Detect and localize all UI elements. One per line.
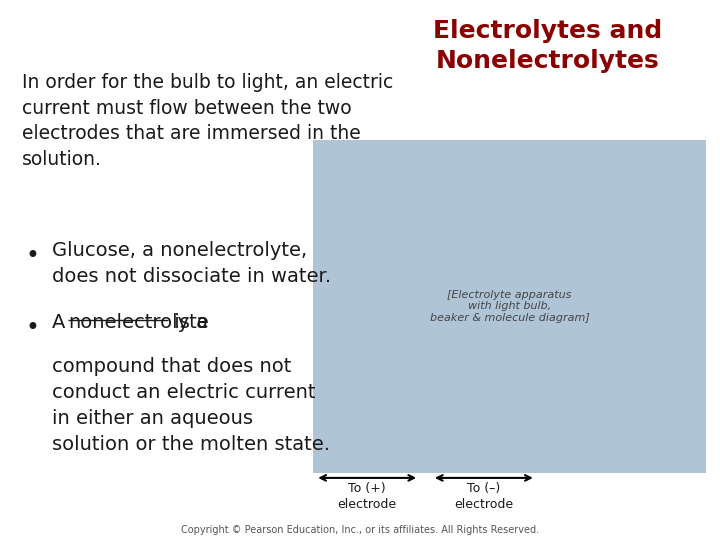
Text: A: A: [52, 313, 71, 332]
Text: nonelectrolyte: nonelectrolyte: [68, 313, 209, 332]
Text: •: •: [25, 316, 39, 340]
Text: To (+)
electrode: To (+) electrode: [338, 482, 397, 511]
Text: To (–)
electrode: To (–) electrode: [454, 482, 513, 511]
FancyBboxPatch shape: [313, 140, 706, 472]
Text: is a: is a: [168, 313, 209, 332]
Text: •: •: [25, 244, 39, 268]
Text: Glucose, a nonelectrolyte,
does not dissociate in water.: Glucose, a nonelectrolyte, does not diss…: [52, 241, 331, 286]
Text: Copyright © Pearson Education, Inc., or its affiliates. All Rights Reserved.: Copyright © Pearson Education, Inc., or …: [181, 524, 539, 535]
Text: Electrolytes and
Nonelectrolytes: Electrolytes and Nonelectrolytes: [433, 19, 662, 72]
Text: [Electrolyte apparatus
with light bulb,
beaker & molecule diagram]: [Electrolyte apparatus with light bulb, …: [430, 290, 589, 323]
Text: In order for the bulb to light, an electric
current must flow between the two
el: In order for the bulb to light, an elect…: [22, 73, 393, 169]
Text: compound that does not
conduct an electric current
in either an aqueous
solution: compound that does not conduct an electr…: [52, 357, 330, 454]
